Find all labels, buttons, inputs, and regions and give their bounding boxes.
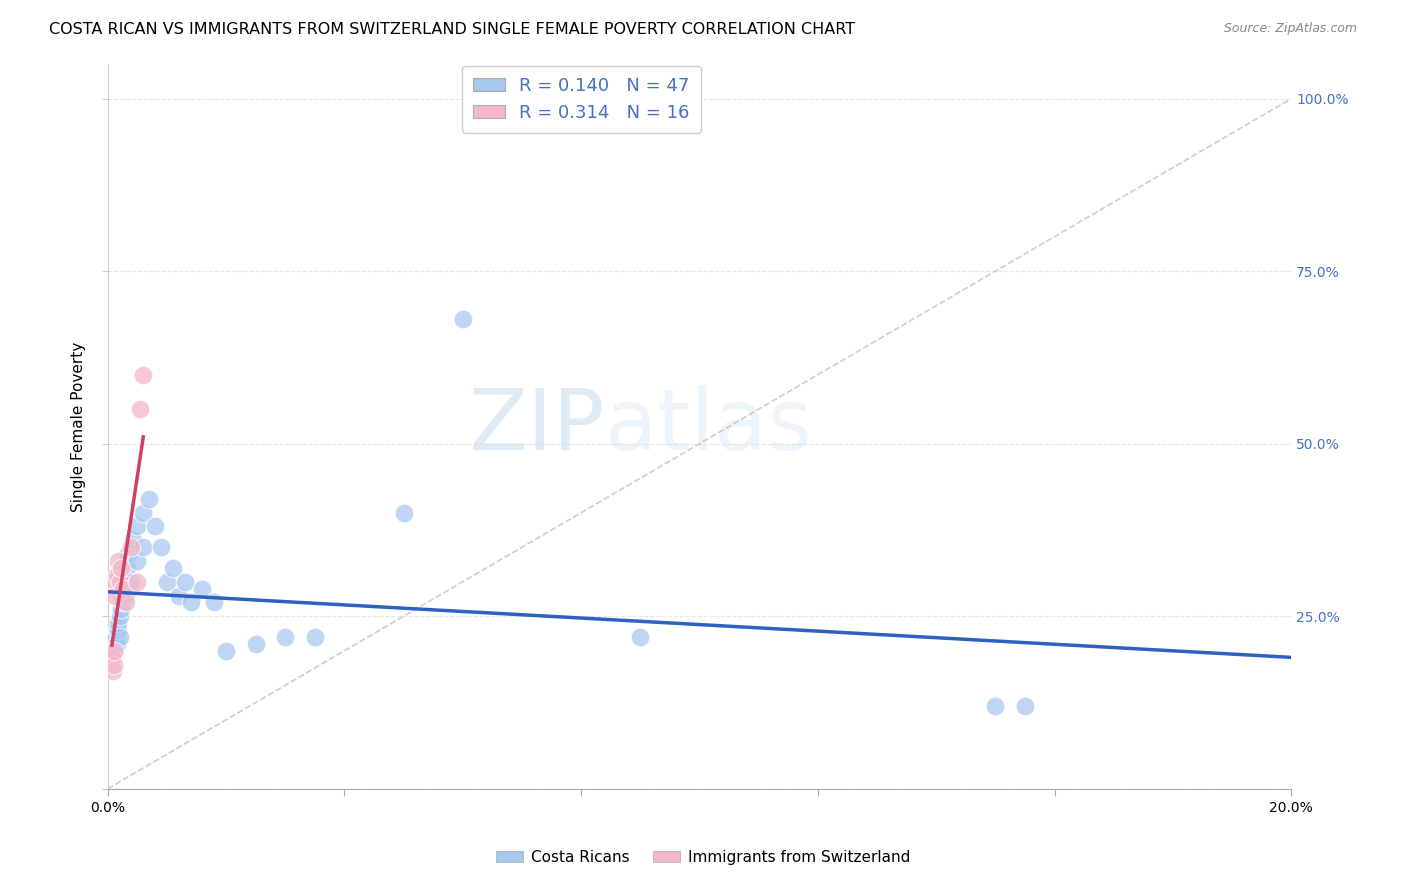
Point: [173, 574, 195, 589]
Point: [107, 554, 129, 568]
Point: [138, 491, 160, 506]
Point: [104, 637, 127, 651]
Point: [105, 630, 128, 644]
Point: [114, 595, 136, 609]
Point: [107, 623, 129, 637]
Text: ZIP: ZIP: [468, 385, 605, 468]
Point: [127, 554, 149, 568]
Point: [167, 589, 190, 603]
Point: [143, 519, 166, 533]
Point: [129, 402, 152, 417]
Legend: Costa Ricans, Immigrants from Switzerland: Costa Ricans, Immigrants from Switzerlan…: [489, 844, 917, 871]
Point: [101, 630, 124, 644]
Point: [274, 630, 297, 644]
Point: [105, 567, 128, 582]
Text: atlas: atlas: [605, 385, 813, 468]
Point: [132, 506, 155, 520]
Point: [105, 637, 128, 651]
Point: [101, 644, 124, 658]
Point: [114, 589, 136, 603]
Text: COSTA RICAN VS IMMIGRANTS FROM SWITZERLAND SINGLE FEMALE POVERTY CORRELATION CHA: COSTA RICAN VS IMMIGRANTS FROM SWITZERLA…: [49, 22, 855, 37]
Point: [110, 561, 132, 575]
Point: [104, 574, 127, 589]
Point: [150, 540, 173, 554]
Point: [101, 650, 124, 665]
Point: [108, 574, 131, 589]
Point: [156, 574, 179, 589]
Point: [120, 574, 142, 589]
Point: [191, 582, 214, 596]
Point: [132, 368, 155, 382]
Point: [392, 506, 415, 520]
Point: [101, 665, 124, 679]
Point: [162, 561, 184, 575]
Point: [104, 589, 127, 603]
Point: [127, 574, 149, 589]
Point: [304, 630, 326, 644]
Point: [103, 657, 125, 672]
Point: [117, 547, 139, 561]
Point: [132, 540, 155, 554]
Point: [103, 623, 125, 637]
Point: [984, 698, 1007, 713]
Point: [108, 630, 131, 644]
Point: [1014, 698, 1036, 713]
Point: [104, 630, 127, 644]
Point: [103, 637, 125, 651]
Point: [202, 595, 225, 609]
Point: [451, 312, 474, 326]
Point: [103, 644, 125, 658]
Point: [105, 623, 128, 637]
Legend: R = 0.140   N = 47, R = 0.314   N = 16: R = 0.140 N = 47, R = 0.314 N = 16: [461, 66, 700, 133]
Point: [107, 616, 129, 631]
Point: [103, 644, 125, 658]
Point: [110, 589, 132, 603]
Y-axis label: Single Female Poverty: Single Female Poverty: [72, 342, 86, 511]
Point: [215, 644, 238, 658]
Point: [104, 644, 127, 658]
Point: [121, 533, 143, 548]
Point: [111, 595, 134, 609]
Point: [127, 519, 149, 533]
Point: [245, 637, 267, 651]
Point: [108, 609, 131, 624]
Point: [180, 595, 202, 609]
Point: [111, 582, 134, 596]
Point: [114, 574, 136, 589]
Point: [120, 540, 142, 554]
Point: [110, 602, 132, 616]
Point: [628, 630, 651, 644]
Text: Source: ZipAtlas.com: Source: ZipAtlas.com: [1223, 22, 1357, 36]
Point: [115, 561, 138, 575]
